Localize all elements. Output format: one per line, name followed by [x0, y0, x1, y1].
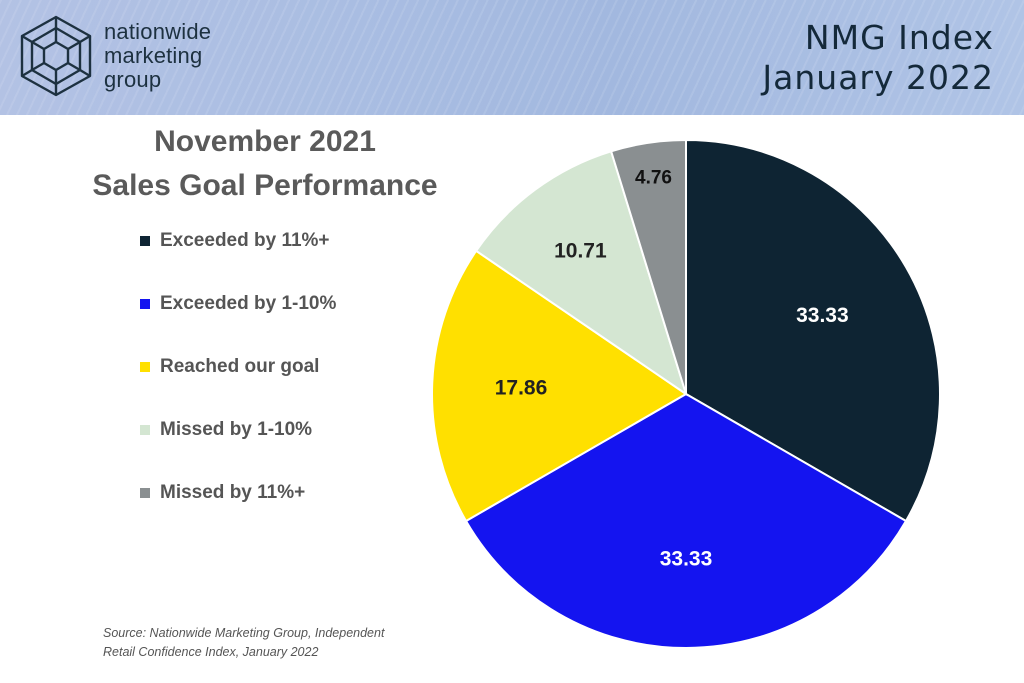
pie-data-label: 4.76	[635, 168, 672, 189]
source-line: Source: Nationwide Marketing Group, Inde…	[103, 626, 385, 640]
legend-item: Missed by 11%+	[140, 482, 305, 504]
pie-data-label: 33.33	[660, 548, 713, 571]
legend-swatch	[140, 425, 150, 435]
legend-item: Exceeded by 11%+	[140, 230, 330, 252]
logo-line: group	[104, 67, 162, 92]
pie-slice	[474, 150, 688, 397]
chart-title-line: November 2021	[154, 125, 376, 158]
logo-wordmark: nationwide marketing group	[104, 20, 211, 92]
pie-data-label: 10.71	[554, 239, 607, 262]
legend-label: Exceeded by 1-10%	[160, 293, 337, 314]
pie-slice	[609, 138, 687, 395]
page-title: NMG Index January 2022	[762, 18, 994, 98]
legend-item: Missed by 1-10%	[140, 419, 312, 441]
legend-label: Missed by 1-10%	[160, 419, 313, 440]
source-line: Retail Confidence Index, January 2022	[103, 645, 319, 659]
legend-swatch	[140, 236, 150, 246]
legend-swatch	[140, 299, 150, 309]
page-title-line: January 2022	[762, 58, 994, 97]
pie-data-label: 17.86	[495, 376, 548, 399]
legend-label: Reached our goal	[160, 356, 320, 377]
chart-title: November 2021 Sales Goal Performance	[60, 120, 470, 208]
header-banner: nationwide marketing group NMG Index Jan…	[0, 0, 1024, 115]
legend-item: Exceeded by 1-10%	[140, 293, 336, 315]
pie-slice	[685, 138, 941, 523]
page-title-line: NMG Index	[804, 18, 994, 57]
legend-label: Exceeded by 11%+	[160, 230, 330, 251]
logo-line: marketing	[104, 43, 203, 68]
legend-swatch	[140, 362, 150, 372]
source-note: Source: Nationwide Marketing Group, Inde…	[103, 624, 384, 662]
legend-label: Missed by 11%+	[160, 482, 306, 503]
legend-swatch	[140, 488, 150, 498]
chart-title-line: Sales Goal Performance	[92, 169, 438, 202]
legend-item: Reached our goal	[140, 356, 319, 378]
pie-slice	[464, 392, 908, 649]
logo-line: nationwide	[104, 19, 212, 44]
pie-slice	[431, 249, 688, 523]
nmg-logo-icon	[20, 15, 92, 97]
pie-data-label: 33.33	[796, 304, 849, 327]
